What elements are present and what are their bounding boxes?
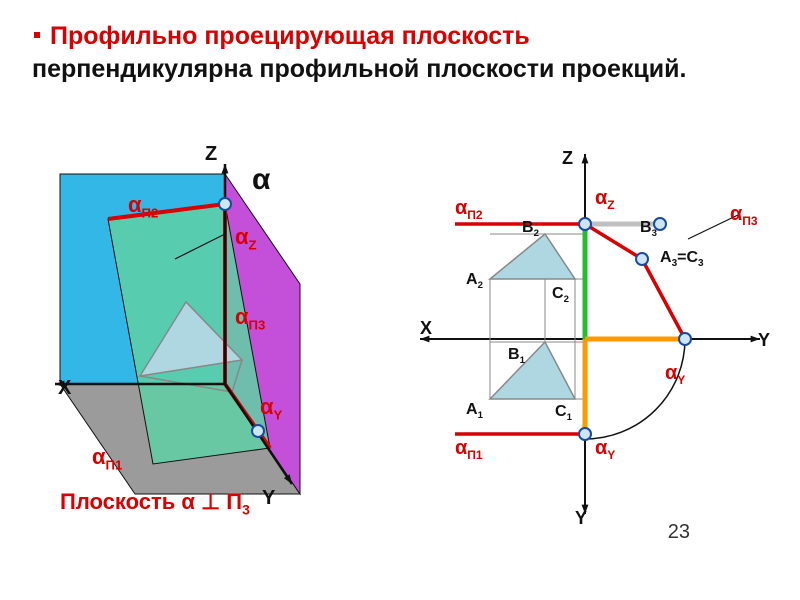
svg-text:αП1: αП1 bbox=[455, 437, 483, 462]
svg-text:αY: αY bbox=[665, 362, 685, 387]
svg-text:αП3: αП3 bbox=[730, 203, 758, 228]
diagram-area: ZХYααП2αZαП3αYαП1ZХYYαП2αZαП3αYαYαП1A2B2… bbox=[0, 84, 800, 554]
svg-text:αZ: αZ bbox=[595, 187, 615, 212]
caption-text: Плоскость α ⊥ П3 bbox=[60, 489, 250, 517]
svg-text:Х: Х bbox=[420, 318, 432, 338]
title-text-1: Профильно проецирующая плоскость bbox=[50, 22, 530, 50]
svg-text:B1: B1 bbox=[508, 346, 526, 366]
svg-text:A1: A1 bbox=[466, 401, 484, 421]
diagram-svg: ZХYααП2αZαП3αYαП1ZХYYαП2αZαП3αYαYαП1A2B2… bbox=[0, 84, 800, 554]
svg-text:αП2: αП2 bbox=[455, 197, 483, 222]
svg-text:B2: B2 bbox=[522, 219, 539, 239]
title-line-1: Профильно проецирующая плоскость bbox=[30, 22, 770, 51]
svg-text:C2: C2 bbox=[552, 285, 569, 305]
svg-text:Z: Z bbox=[205, 143, 217, 165]
svg-text:Y: Y bbox=[758, 330, 770, 350]
title-text-2: перпендикулярна профильной плоскости про… bbox=[32, 55, 686, 83]
svg-text:Х: Х bbox=[58, 377, 72, 399]
svg-text:Z: Z bbox=[562, 148, 573, 168]
svg-text:C1: C1 bbox=[555, 403, 573, 423]
bullet-icon bbox=[34, 32, 40, 38]
svg-text:αY: αY bbox=[595, 437, 615, 462]
svg-text:Y: Y bbox=[575, 508, 587, 528]
svg-text:Y: Y bbox=[262, 487, 276, 509]
svg-text:α: α bbox=[252, 163, 271, 196]
page-number: 23 bbox=[668, 521, 690, 544]
title-line-2: перпендикулярна профильной плоскости про… bbox=[30, 55, 770, 84]
svg-text:A3=C3: A3=C3 bbox=[660, 249, 704, 269]
svg-text:A2: A2 bbox=[466, 271, 483, 291]
